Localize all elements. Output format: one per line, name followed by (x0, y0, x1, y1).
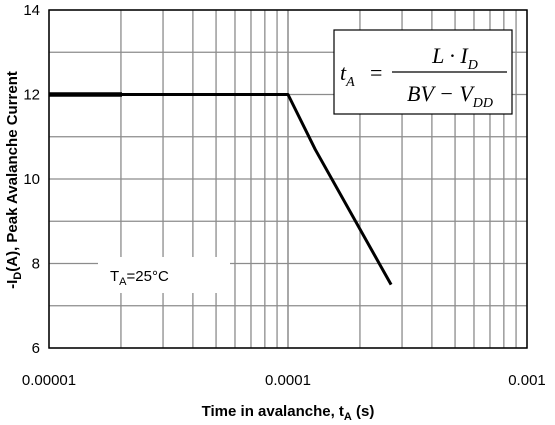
tick-labels: 0.00001 0.0001 0.001 6 8 10 12 14 (22, 2, 546, 389)
formula-denominator: BV − VDD (407, 81, 493, 111)
formula-equals: = (370, 60, 382, 85)
y-tick-label: 8 (32, 256, 40, 273)
y-tick-label: 6 (32, 340, 40, 357)
formula-numerator: L · ID (431, 43, 478, 73)
series-0-line (49, 93, 393, 286)
y-tick-label: 10 (23, 171, 40, 188)
formula-lhs: tA (340, 60, 355, 90)
x-tick-label: 0.001 (508, 372, 546, 389)
formula-annotation: tA = L · ID BV − VDD (333, 29, 513, 115)
temperature-label: TA=25°C (110, 268, 169, 288)
x-tick-label: 0.0001 (265, 372, 311, 389)
series-layer (49, 92, 393, 286)
temperature-annotation: TA=25°C (98, 257, 230, 293)
y-axis-title: -ID(A), Peak Avalanche Current (4, 71, 24, 289)
x-tick-label: 0.00001 (22, 372, 76, 389)
x-axis-title: Time in avalanche, tA (s) (202, 403, 375, 423)
temperature-annotation-box (98, 257, 230, 293)
plot-frame (48, 9, 528, 349)
y-tick-label: 14 (23, 2, 40, 19)
y-tick-label: 12 (23, 87, 40, 104)
